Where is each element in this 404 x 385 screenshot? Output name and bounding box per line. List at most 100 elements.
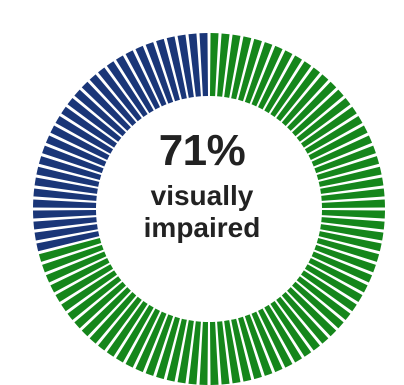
segment-visually-impaired: [304, 115, 363, 154]
segment-visually-impaired: [270, 61, 312, 117]
segment-visually-impaired: [276, 296, 320, 351]
segment-other: [55, 115, 114, 154]
segment-other: [188, 33, 201, 97]
segment-visually-impaired: [308, 125, 368, 160]
segment-visually-impaired: [238, 316, 262, 380]
segment-visually-impaired: [42, 244, 104, 273]
segment-visually-impaired: [224, 34, 241, 98]
segment-visually-impaired: [231, 36, 252, 100]
segment-visually-impaired: [89, 292, 137, 344]
segment-visually-impaired: [74, 281, 126, 329]
segment-visually-impaired: [314, 145, 376, 174]
segment-visually-impaired: [318, 231, 382, 252]
segment-visually-impaired: [199, 321, 209, 385]
segment-visually-impaired: [316, 238, 380, 262]
segment-visually-impaired: [156, 316, 180, 380]
segment-visually-impaired: [166, 318, 187, 382]
chart-center-label: 71% visually impaired: [102, 126, 302, 245]
segment-visually-impaired: [38, 238, 102, 262]
segment-other: [177, 34, 194, 98]
segment-visually-impaired: [61, 270, 117, 312]
segment-other: [166, 36, 187, 100]
segment-visually-impaired: [224, 320, 241, 384]
segment-other: [156, 38, 180, 102]
segment-visually-impaired: [301, 270, 357, 312]
segment-visually-impaired: [81, 287, 131, 337]
segment-other: [98, 67, 142, 122]
segment-visually-impaired: [244, 314, 273, 376]
segment-visually-impaired: [145, 314, 174, 376]
segment-visually-impaired: [318, 166, 382, 187]
segment-visually-impaired: [292, 281, 344, 329]
segment-visually-impaired: [270, 301, 312, 357]
segment-visually-impaired: [321, 209, 385, 219]
segment-other: [36, 166, 100, 187]
segment-visually-impaired: [188, 321, 201, 385]
segment-visually-impaired: [308, 258, 368, 293]
center-caption: visually impaired: [143, 180, 261, 244]
segment-visually-impaired: [296, 98, 351, 142]
segment-visually-impaired: [209, 321, 219, 385]
segment-visually-impaired: [296, 276, 351, 320]
segment-visually-impaired: [238, 38, 262, 102]
segment-visually-impaired: [251, 45, 283, 107]
segment-visually-impaired: [264, 304, 303, 363]
segment-visually-impaired: [281, 292, 329, 344]
segment-other: [33, 209, 97, 219]
segment-visually-impaired: [209, 33, 219, 97]
segment-other: [74, 89, 126, 137]
segment-other: [89, 74, 137, 126]
segment-visually-impaired: [321, 217, 385, 230]
segment-visually-impaired: [287, 81, 337, 131]
segment-visually-impaired: [314, 244, 376, 273]
segment-visually-impaired: [311, 135, 373, 167]
segment-other: [38, 156, 102, 180]
segment-visually-impaired: [276, 67, 320, 122]
segment-visually-impaired: [264, 55, 303, 114]
segment-other: [34, 177, 98, 194]
segment-other: [199, 33, 209, 97]
segment-visually-impaired: [217, 321, 230, 385]
segment-visually-impaired: [217, 33, 230, 97]
segment-other: [50, 125, 110, 160]
segment-visually-impaired: [258, 50, 293, 110]
segment-visually-impaired: [321, 199, 385, 209]
segment-visually-impaired: [244, 42, 273, 104]
segment-visually-impaired: [135, 311, 167, 373]
segment-other: [61, 106, 117, 148]
segment-other: [33, 199, 97, 209]
segment-other: [33, 188, 97, 201]
center-value: 71%: [158, 126, 246, 175]
segment-visually-impaired: [258, 308, 293, 368]
segment-visually-impaired: [287, 287, 337, 337]
segment-visually-impaired: [311, 251, 373, 283]
segment-other: [106, 61, 148, 117]
segment-other: [81, 81, 131, 131]
segment-visually-impaired: [115, 304, 154, 363]
segment-visually-impaired: [55, 264, 114, 303]
segment-visually-impaired: [98, 296, 142, 351]
segment-visually-impaired: [292, 89, 344, 137]
segment-visually-impaired: [316, 156, 380, 180]
segment-visually-impaired: [301, 106, 357, 148]
segment-visually-impaired: [45, 251, 107, 283]
segment-visually-impaired: [125, 308, 160, 368]
segment-visually-impaired: [320, 224, 384, 241]
segment-visually-impaired: [281, 74, 329, 126]
segment-other: [42, 145, 104, 174]
segment-other: [33, 217, 97, 230]
segment-other: [34, 224, 98, 241]
segment-other: [115, 55, 154, 114]
segment-visually-impaired: [67, 276, 122, 320]
segment-other: [125, 50, 160, 110]
segment-visually-impaired: [321, 188, 385, 201]
segment-other: [45, 135, 107, 167]
segment-visually-impaired: [106, 301, 148, 357]
segment-visually-impaired: [177, 320, 194, 384]
segment-visually-impaired: [50, 258, 110, 293]
segment-other: [145, 42, 174, 104]
segment-visually-impaired: [251, 311, 283, 373]
segment-other: [36, 231, 100, 252]
segment-other: [67, 98, 122, 142]
